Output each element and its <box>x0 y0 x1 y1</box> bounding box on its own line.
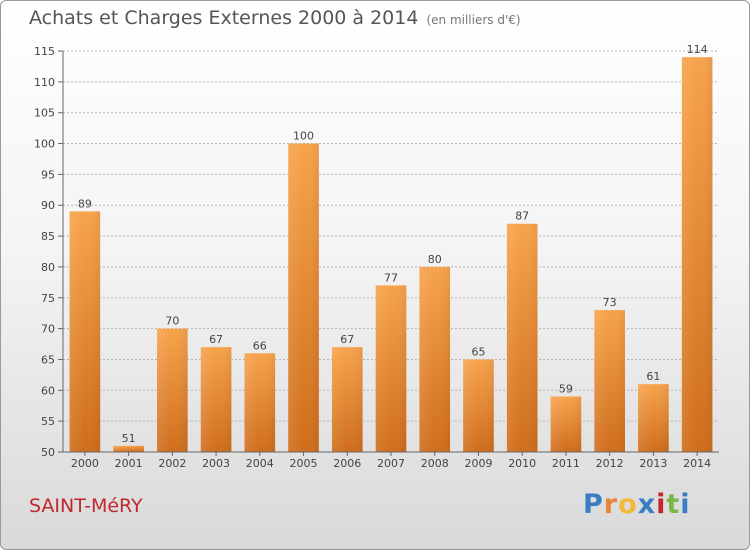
x-tick-label: 2014 <box>683 457 711 470</box>
x-tick-label: 2004 <box>246 457 274 470</box>
bar-shade <box>419 266 451 452</box>
bar-value-label: 59 <box>559 382 573 395</box>
bar-value-label: 77 <box>384 271 398 284</box>
y-tick-label: 85 <box>41 230 55 243</box>
y-tick-label: 80 <box>41 261 55 274</box>
bar-shade <box>463 359 494 452</box>
chart-subtitle: (en milliers d'€) <box>426 13 521 27</box>
chart-title-text: Achats et Charges Externes 2000 à 2014 <box>29 7 419 29</box>
bar-value-label: 70 <box>165 315 179 328</box>
x-tick-label: 2009 <box>464 457 492 470</box>
y-tick-label: 55 <box>41 415 55 428</box>
logo-letter: i <box>656 489 667 520</box>
bar-shade <box>69 211 101 452</box>
logo-letter: o <box>618 489 638 520</box>
logo-letter: t <box>666 489 681 520</box>
logo-letter: x <box>637 489 657 520</box>
proxiti-logo: Proxiti <box>583 489 691 520</box>
y-tick-label: 50 <box>41 446 55 459</box>
bar-value-label: 80 <box>428 253 442 266</box>
y-tick-label: 65 <box>41 353 55 366</box>
bar-shade <box>594 310 625 452</box>
y-tick-label: 75 <box>41 292 55 305</box>
y-tick-label: 105 <box>34 107 55 120</box>
x-tick-label: 2007 <box>377 457 405 470</box>
y-tick-label: 110 <box>34 76 55 89</box>
x-tick-label: 2013 <box>639 457 667 470</box>
bar-shade <box>638 384 669 452</box>
bar-value-label: 66 <box>253 339 267 352</box>
bar-value-label: 73 <box>603 296 617 309</box>
bar-value-label: 67 <box>340 333 354 346</box>
bar-shade <box>113 445 144 452</box>
bar-shade <box>157 328 188 452</box>
y-tick-label: 60 <box>41 384 55 397</box>
x-tick-label: 2002 <box>158 457 186 470</box>
bar-shade <box>244 353 276 452</box>
y-tick-label: 95 <box>41 168 55 181</box>
bar-value-label: 87 <box>515 210 529 223</box>
chart-title: Achats et Charges Externes 2000 à 2014 (e… <box>29 7 521 29</box>
bar-shade <box>506 223 538 452</box>
y-tick-label: 70 <box>41 323 55 336</box>
y-tick-label: 90 <box>41 199 55 212</box>
y-tick-label: 115 <box>34 45 55 58</box>
x-tick-label: 2006 <box>333 457 361 470</box>
bar-shade <box>200 347 232 452</box>
bar-value-label: 61 <box>646 370 660 383</box>
bar-shade <box>288 143 319 453</box>
x-tick-label: 2012 <box>596 457 624 470</box>
bar-value-label: 67 <box>209 333 223 346</box>
x-tick-label: 2011 <box>552 457 580 470</box>
y-tick-label: 100 <box>34 138 55 151</box>
bar-shade <box>550 396 582 452</box>
x-tick-label: 2003 <box>202 457 230 470</box>
x-tick-label: 2008 <box>421 457 449 470</box>
x-tick-label: 2010 <box>508 457 536 470</box>
x-tick-label: 2000 <box>71 457 99 470</box>
bar-value-label: 51 <box>122 432 136 445</box>
x-tick-label: 2005 <box>290 457 318 470</box>
bar-shade <box>331 347 363 452</box>
bar-value-label: 100 <box>293 130 314 143</box>
logo-letter: i <box>680 489 691 520</box>
bar-value-label: 89 <box>78 197 92 210</box>
bar-value-label: 65 <box>471 345 485 358</box>
commune-name: SAINT-MéRY <box>29 495 143 517</box>
bar-shade <box>375 285 407 452</box>
bar-shade <box>681 57 713 453</box>
logo-letter: P <box>583 489 604 520</box>
bar-value-label: 114 <box>687 43 708 56</box>
x-tick-label: 2001 <box>115 457 143 470</box>
logo-letter: r <box>603 489 619 520</box>
